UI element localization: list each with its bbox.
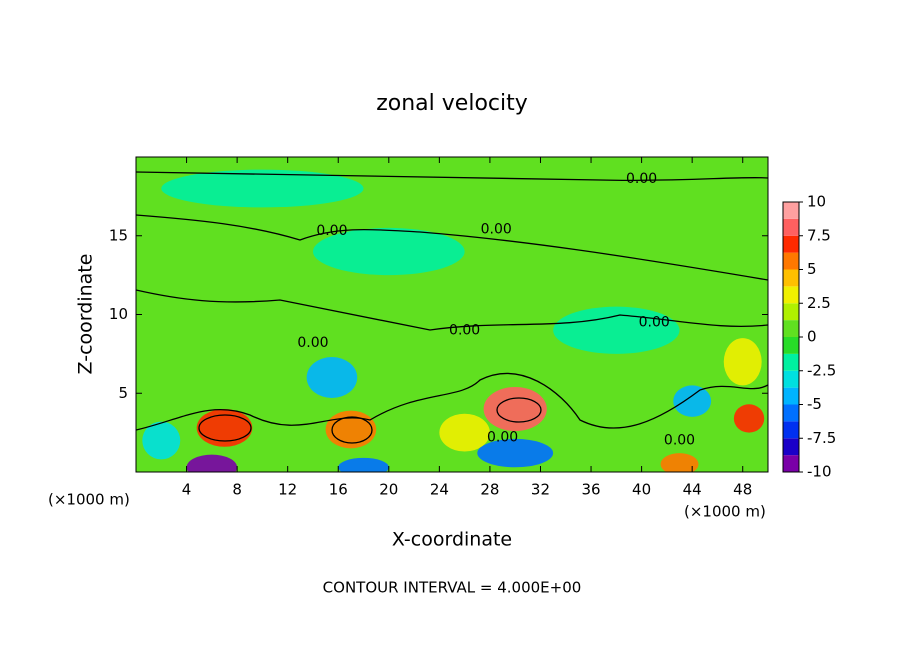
field [136,157,768,472]
contour-label: 0.00 [639,314,670,330]
contour-label: 0.00 [487,429,518,445]
x-axis-title: X-coordinate [392,529,512,551]
x-tick-label: 12 [278,481,297,499]
field-feature [196,409,253,447]
y-axis-title: Z-coordinate [75,254,97,375]
chart-title: zonal velocity [376,91,528,116]
x-tick-label: 48 [733,481,752,499]
contour-label: 0.00 [664,433,695,449]
x-tick-label: 36 [581,481,600,499]
contour-line [331,416,373,444]
colorbar-band [783,235,799,253]
colorbar-band [783,202,799,219]
field-feature [338,457,389,472]
field-feature [673,385,712,417]
contour-label: 0.00 [316,223,347,239]
contour-label: 0.00 [297,335,328,351]
x-tick-label: 8 [232,481,242,499]
colorbar-band [783,421,799,439]
colorbar-band [783,252,799,270]
colorbar-band [783,269,799,287]
contour-line [136,372,768,431]
x-tick-label: 28 [480,481,499,499]
footnote: CONTOUR INTERVAL = 4.000E+00 [323,579,582,597]
colorbar-band [783,455,799,472]
colorbar-tick-label: 10 [807,193,826,211]
y-tick-label: 10 [109,305,128,323]
contour-label: 0.00 [449,322,480,338]
y-tick-label: 15 [109,226,128,244]
x-tick-label: 20 [379,481,398,499]
x-tick-label: 40 [632,481,651,499]
colorbar-band [783,370,799,388]
field-feature [483,386,547,432]
colorbar-tick-label: -5 [807,395,822,413]
colorbar-band [783,320,799,337]
colorbar-tick-label: 5 [807,260,817,278]
contour-line [136,214,768,281]
colorbar-band [783,353,799,371]
contour-line [496,397,542,423]
x-tick-label: 44 [683,481,702,499]
field-feature [439,413,490,452]
colorbar-band [783,218,799,236]
field-feature [723,338,762,386]
x-unit: (×1000 m) [684,503,766,521]
y-tick-label: 5 [118,384,128,402]
contours [136,171,768,444]
colorbar-tick-label: 7.5 [807,226,831,244]
contour-label: 0.00 [626,171,657,187]
x-tick-label: 16 [329,481,348,499]
field-feature [477,438,554,468]
contour-label: 0.00 [481,221,512,237]
colorbar-band [783,404,799,422]
field-feature [142,421,181,460]
x-tick-label: 32 [531,481,550,499]
field-feature [733,404,765,433]
field-feature [161,169,364,208]
colorbar-tick-label: -7.5 [807,429,836,447]
colorbar-band [783,438,799,456]
colorbar-tick-label: 0 [807,328,817,346]
colorbar-band [783,337,799,354]
colorbar-tick-label: -10 [807,463,832,481]
colorbar-tick-label: -2.5 [807,361,836,379]
x-unit: (×1000 m) [48,491,130,509]
x-tick-label: 4 [182,481,192,499]
x-tick-label: 24 [430,481,449,499]
contour-line [198,414,252,442]
contour-line [136,171,768,182]
field-feature [660,453,699,472]
colorbar-tick-label: 2.5 [807,294,831,312]
field-feature [306,357,358,398]
colorbar-band [783,387,799,405]
contour-line [136,289,768,331]
colorbar-band [783,286,799,304]
colorbar-band [783,303,799,321]
field-feature [186,454,238,472]
field-feature [312,227,465,276]
